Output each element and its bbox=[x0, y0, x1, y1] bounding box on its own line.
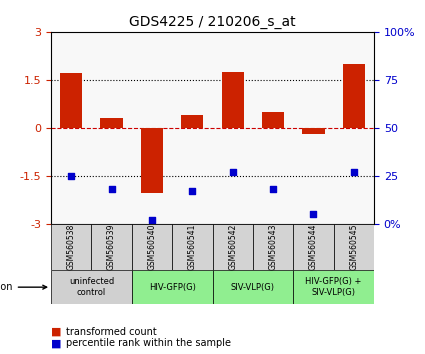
Text: GSM560541: GSM560541 bbox=[188, 224, 197, 270]
Point bbox=[310, 211, 317, 217]
Point bbox=[189, 188, 196, 194]
Bar bbox=[141, 128, 163, 193]
Point bbox=[269, 187, 276, 192]
Bar bbox=[293, 270, 374, 304]
Bar bbox=[262, 112, 284, 128]
Text: GSM560543: GSM560543 bbox=[269, 224, 278, 270]
Text: ■: ■ bbox=[51, 338, 62, 348]
Point bbox=[149, 217, 156, 223]
Point bbox=[108, 187, 115, 192]
Text: infection: infection bbox=[0, 282, 47, 292]
Bar bbox=[132, 270, 212, 304]
Bar bbox=[51, 270, 132, 304]
Bar bbox=[181, 115, 204, 128]
Bar bbox=[172, 224, 212, 270]
Text: GSM560540: GSM560540 bbox=[147, 224, 156, 270]
Text: GSM560542: GSM560542 bbox=[228, 224, 237, 270]
Text: SIV-VLP(G): SIV-VLP(G) bbox=[231, 282, 275, 292]
Text: GSM560544: GSM560544 bbox=[309, 224, 318, 270]
Bar bbox=[253, 224, 293, 270]
Title: GDS4225 / 210206_s_at: GDS4225 / 210206_s_at bbox=[129, 16, 296, 29]
Text: percentile rank within the sample: percentile rank within the sample bbox=[66, 338, 231, 348]
Bar bbox=[343, 64, 365, 128]
Bar bbox=[132, 224, 172, 270]
Text: GSM560538: GSM560538 bbox=[67, 224, 76, 270]
Text: GSM560539: GSM560539 bbox=[107, 224, 116, 270]
Bar bbox=[212, 224, 253, 270]
Text: transformed count: transformed count bbox=[66, 327, 157, 337]
Point bbox=[68, 173, 75, 179]
Bar bbox=[212, 270, 293, 304]
Point bbox=[230, 169, 236, 175]
Text: GSM560545: GSM560545 bbox=[349, 224, 358, 270]
Bar bbox=[221, 72, 244, 128]
Text: ■: ■ bbox=[51, 327, 62, 337]
Bar bbox=[91, 224, 132, 270]
Bar bbox=[293, 224, 334, 270]
Bar bbox=[302, 128, 325, 134]
Text: HIV-GFP(G): HIV-GFP(G) bbox=[149, 282, 196, 292]
Bar bbox=[334, 224, 374, 270]
Bar bbox=[60, 73, 82, 128]
Text: HIV-GFP(G) +
SIV-VLP(G): HIV-GFP(G) + SIV-VLP(G) bbox=[306, 278, 362, 297]
Text: uninfected
control: uninfected control bbox=[69, 278, 114, 297]
Bar bbox=[51, 224, 91, 270]
Point bbox=[350, 169, 357, 175]
Bar bbox=[100, 118, 123, 128]
